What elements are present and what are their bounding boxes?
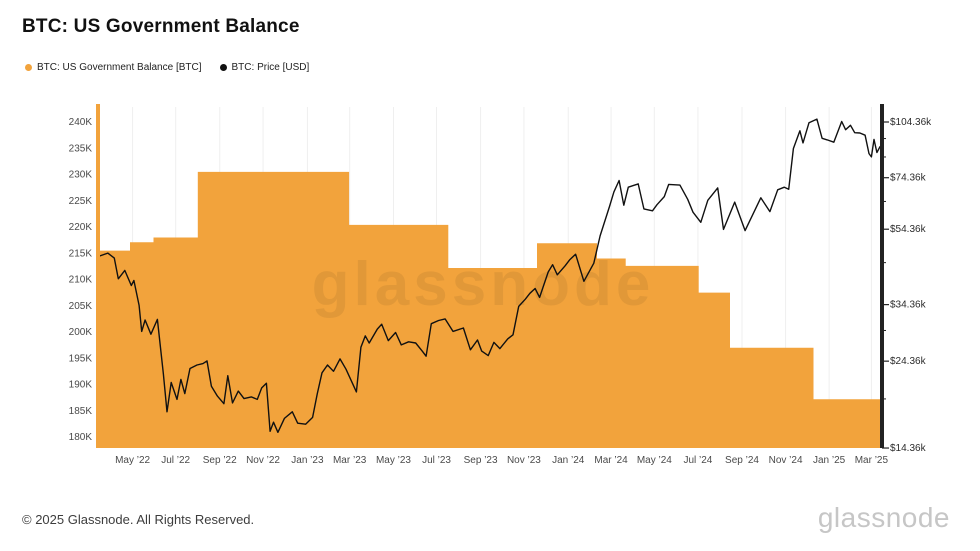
x-axis-tick-label: Sep ’24 [725, 455, 759, 466]
x-axis-tick-label: Nov ’22 [246, 455, 280, 466]
left-axis-tick-label: 215K [69, 248, 93, 259]
left-axis-tick-label: 230K [69, 170, 93, 181]
left-axis-tick-label: 190K [69, 380, 93, 391]
left-axis-tick-label: 205K [69, 301, 93, 312]
watermark-text: glassnode [312, 250, 655, 319]
right-axis-tick-label: $104.36k [890, 117, 932, 128]
chart-legend: BTC: US Government Balance [BTC] BTC: Pr… [25, 62, 309, 73]
x-axis-tick-label: Sep ’23 [464, 455, 498, 466]
x-axis-tick-label: Jan ’25 [813, 455, 846, 466]
right-axis-tick-label: $54.36k [890, 224, 927, 235]
chart-canvas[interactable]: glassnode 240K 235K 230K 225K 220K 215K 210K 205… [0, 0, 980, 500]
balance-area-series [100, 171, 880, 448]
legend-price-label: BTC: Price [USD] [231, 62, 310, 73]
x-axis-tick-label: Mar ’24 [594, 455, 628, 466]
x-axis-tick-label: Mar ’25 [855, 455, 889, 466]
left-axis-tick-label: 225K [69, 196, 93, 207]
x-axis-tick-label: Jul ’22 [161, 455, 190, 466]
left-axis-tick-label: 235K [69, 143, 93, 154]
price-line-series [99, 118, 881, 433]
legend-balance-dot-icon [25, 64, 32, 71]
left-axis-tick-label: 210K [69, 275, 93, 286]
right-axis-tick-label: $34.36k [890, 300, 927, 311]
left-axis-tick-label: 185K [69, 406, 93, 417]
left-axis-tick-label: 180K [69, 432, 93, 443]
right-axis-tick-label: $24.36k [890, 356, 927, 367]
x-axis-tick-label: Jul ’23 [422, 455, 451, 466]
x-axis-tick-label: Jul ’24 [683, 455, 712, 466]
x-axis-tick-label: May ’22 [115, 455, 150, 466]
legend-price-dot-icon [219, 64, 227, 71]
left-axis-tick-label: 200K [69, 327, 93, 338]
x-axis-tick-label: Nov ’24 [769, 455, 803, 466]
page-title: BTC: US Government Balance [22, 16, 300, 37]
left-axis-tick-label: 195K [69, 353, 93, 364]
x-axis-tick-label: Sep ’22 [203, 455, 237, 466]
right-axis-tick-label: $74.36k [890, 173, 927, 184]
left-axis-tick-label: 240K [69, 117, 93, 128]
legend-balance-label: BTC: US Government Balance [BTC] [37, 62, 202, 73]
left-axis-tick-label: 220K [69, 222, 93, 233]
legend-item-balance[interactable]: BTC: US Government Balance [BTC] [25, 62, 202, 73]
x-axis-tick-label: Nov ’23 [507, 455, 541, 466]
glassnode-wordmark: glassnode [817, 502, 950, 533]
x-axis-tick-label: Jan ’23 [291, 455, 324, 466]
x-axis-tick-label: May ’23 [376, 455, 411, 466]
x-axis-tick-label: Jan ’24 [552, 455, 585, 466]
right-axis-tick-label: $14.36k [890, 443, 927, 454]
x-axis-tick-label: May ’24 [637, 455, 672, 466]
x-axis-tick-label: Mar ’23 [333, 455, 367, 466]
copyright-text: © 2025 Glassnode. All Rights Reserved. [22, 512, 255, 527]
legend-item-price[interactable]: BTC: Price [USD] [219, 62, 310, 73]
